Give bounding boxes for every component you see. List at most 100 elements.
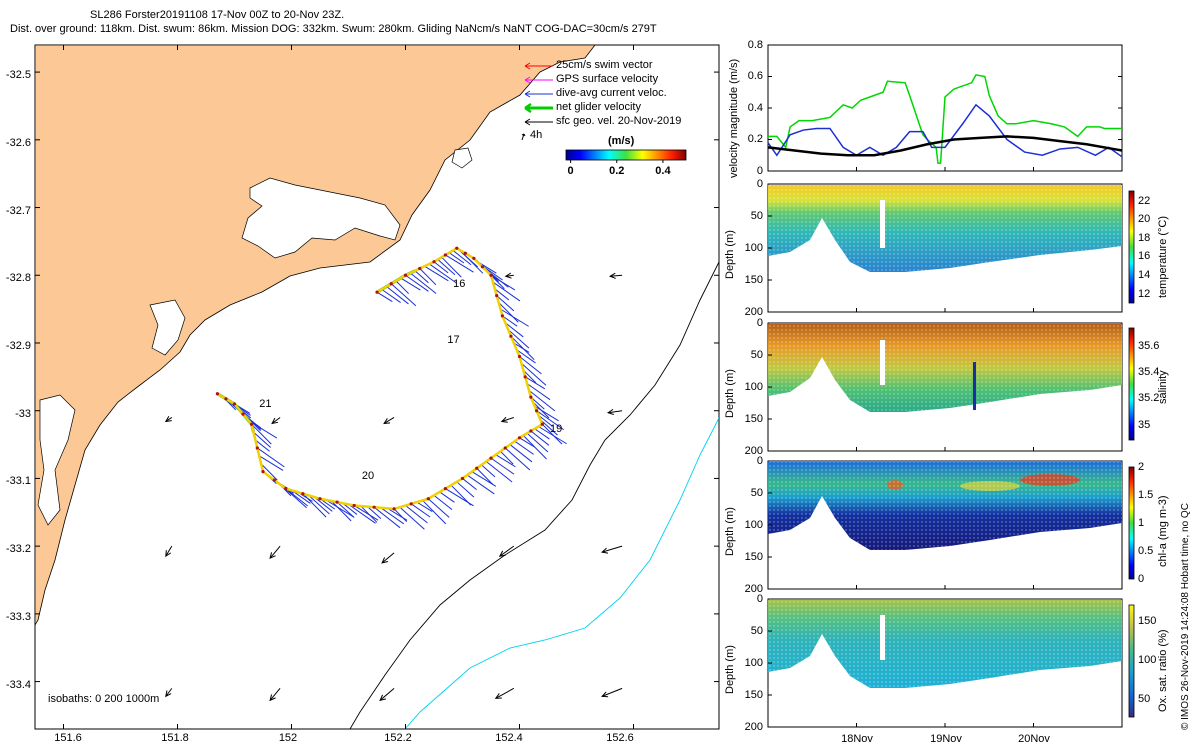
swim-vector-marker [224,397,228,401]
dive-avg-current-vector [376,291,393,303]
dive-avg-current-vector [509,444,533,463]
arrow-icon [165,690,172,698]
dive-avg-current-vector [395,280,410,295]
dive-avg-current-vector [500,308,529,327]
dive-avg-current-vector [405,274,429,292]
dive-avg-current-vector [251,423,272,445]
dive-avg-current-vector [459,249,484,274]
chlorophyll-colorbar [1128,466,1135,580]
temperature-colorbar [1128,190,1135,304]
section-axis-ticks [768,167,1034,728]
dive-avg-current-vector [381,288,401,303]
geostrophic-vector [505,274,514,277]
arrow-icon [524,76,531,84]
swim-vector-marker [472,256,476,260]
map-ytick-label: -32.8 [5,272,31,284]
dive-avg-current-vector [373,506,401,529]
map-xtick-label: 151.6 [54,732,82,744]
map-axis-ticks [35,45,719,729]
section-xtick-label: 19Nov [930,733,962,745]
geostrophic-vector [381,552,395,564]
dive-avg-current-vector [336,501,355,518]
oxygen-ytick-label: 0 [756,593,763,605]
dive-avg-current-vector [255,439,270,452]
dive-avg-current-vector [513,342,530,353]
dive-avg-current-vector [522,369,537,384]
legend-label-gps: GPS surface velocity [556,73,659,85]
temperature-cbar-label: 14 [1138,269,1151,281]
map-xtick-label: 152.2 [384,732,412,744]
swim-vector-marker [455,246,459,250]
colorbar-tick-label: 0 [567,165,574,177]
map-xtick-label: 152 [278,732,298,744]
dive-avg-current-vector [514,440,534,455]
dive-avg-current-vector [405,505,428,524]
swim-vector-marker [529,429,533,433]
swim-vector-marker [443,486,447,491]
dive-avg-current-vector [507,329,530,349]
swim-vector-marker [215,392,219,396]
swim-vector-marker [250,422,254,426]
chlorophyll-ytick-label: 200 [744,583,763,595]
chlorophyll-ytick-label: 150 [744,551,763,563]
swim-vector-marker [443,253,447,257]
velocity-ylabel: velocity magnitude (m/s) [728,58,740,178]
salinity-ytick-label: 0 [756,317,763,329]
temperature-ytick-label: 150 [744,274,763,286]
swim-vector-marker [432,260,436,264]
dive-avg-current-vector [410,503,431,518]
dive-avg-current-vector [495,454,516,468]
dive-avg-current-vector [524,376,546,390]
swim-vector-marker [272,478,276,482]
swim-vector-marker [535,409,539,413]
coastal-lake [37,394,76,526]
swim-vector-marker [372,505,376,509]
swim-vector-marker [426,497,430,501]
velocity-ytick-label: 0 [756,165,763,177]
geostrophic-vector [271,417,281,424]
salinity-cbar-title: salinity [1157,370,1169,404]
legend-duration-label: 4h [530,129,543,141]
velocity-ytick-label: 0.2 [747,133,763,145]
dive-avg-current-vector [386,286,409,305]
dive-avg-current-vector [528,389,556,412]
section-xtick-label: 20Nov [1018,733,1050,745]
chlorophyll-cbar-label: 0 [1138,573,1145,585]
velocity-ytick-label: 0.6 [747,70,763,82]
dive-avg-current-vector [409,272,437,294]
oxygen-cbar-label: 50 [1138,693,1151,705]
section-xtick-label: 18Nov [841,733,873,745]
geostrophic-vector [165,545,173,557]
temperature-cbar-label: 16 [1138,250,1151,262]
chlorophyll-ytick-label: 0 [756,455,763,467]
legend-label-geo: sfc geo. vel. 20-Nov-2019 [556,115,682,127]
coastal-lake [149,299,186,356]
data-gap [880,340,885,385]
sample-dots [768,185,1122,272]
arrow-icon [500,416,508,423]
geostrophic-vector [601,545,623,553]
dive-avg-current-vector [498,301,519,323]
temperature-ytick-label: 0 [756,178,763,190]
chlorophyll-cbar-label: 2 [1138,461,1145,473]
swim-vector-marker [389,282,393,286]
dive-avg-current-vector [399,506,425,530]
data-gap [880,615,885,660]
temperature-ytick-label: 100 [744,242,763,254]
arrow-icon [269,694,276,702]
dive-avg-current-vector [538,414,553,427]
dive-avg-current-vector [325,499,355,518]
velocity-ytick-label: 0.8 [747,39,763,51]
arrow-icon [524,90,531,98]
salinity-ytick-label: 150 [744,413,763,425]
isobath-1000m [404,417,719,729]
swim-vector-marker [301,492,305,496]
imos-watermark: © IMOS 26-Nov-2019 14:24:08 Hobart time,… [1180,503,1191,730]
map-ytick-label: -32.9 [5,340,31,352]
dive-avg-current-vector [526,383,551,401]
map-xtick-label: 152.4 [495,732,523,744]
arrow-icon [606,408,614,415]
geostrophic-vector [501,417,514,422]
geostrophic-vector [269,688,281,701]
